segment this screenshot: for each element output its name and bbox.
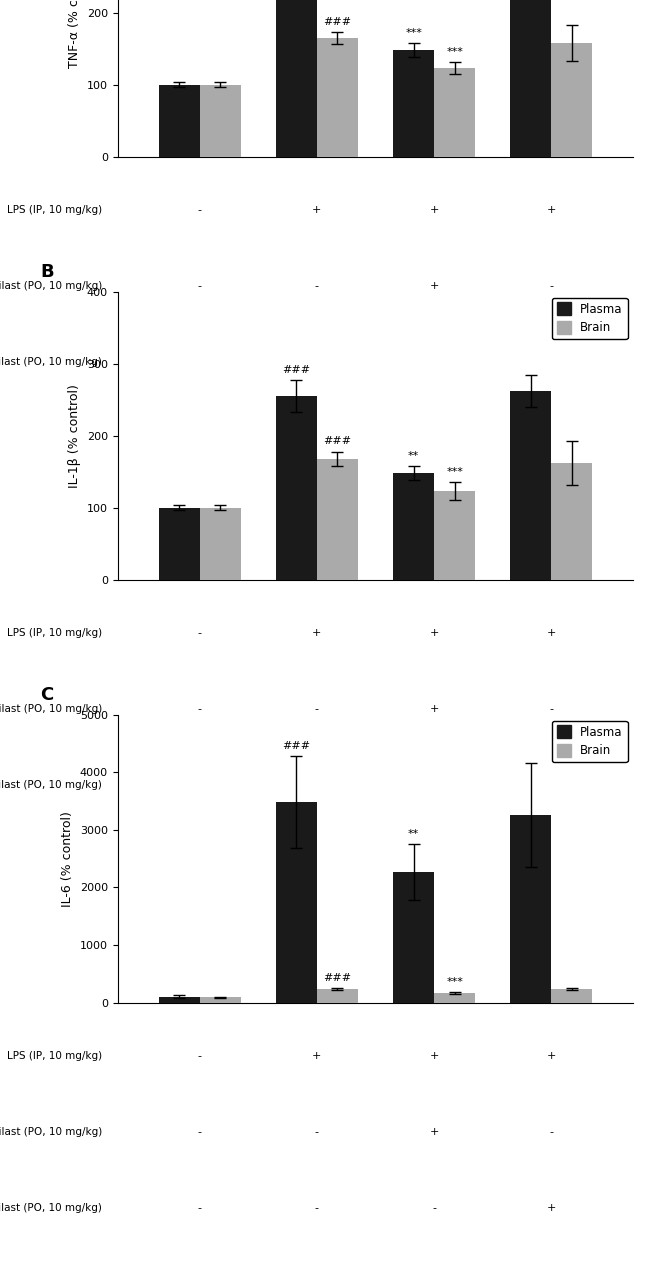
Text: **: ** bbox=[408, 829, 419, 839]
Text: Zatolmilast (PO, 10 mg/kg): Zatolmilast (PO, 10 mg/kg) bbox=[0, 357, 102, 367]
Bar bbox=[159, 508, 200, 580]
Text: -: - bbox=[315, 280, 319, 291]
Text: ***: *** bbox=[446, 467, 463, 477]
Text: Zatolmilast (PO, 10 mg/kg): Zatolmilast (PO, 10 mg/kg) bbox=[0, 1203, 102, 1213]
Text: -: - bbox=[198, 1203, 202, 1213]
Text: +: + bbox=[430, 1127, 439, 1137]
Text: -: - bbox=[432, 357, 436, 367]
Text: Roflumilast (PO, 10 mg/kg): Roflumilast (PO, 10 mg/kg) bbox=[0, 1127, 102, 1137]
Bar bbox=[317, 38, 358, 156]
Text: -: - bbox=[198, 704, 202, 714]
Y-axis label: IL-6 (% control): IL-6 (% control) bbox=[61, 811, 74, 906]
Bar bbox=[276, 802, 317, 1003]
Text: C: C bbox=[40, 687, 54, 704]
Text: -: - bbox=[198, 780, 202, 791]
Bar bbox=[200, 85, 241, 156]
Bar bbox=[434, 994, 475, 1003]
Bar bbox=[510, 391, 551, 580]
Bar bbox=[276, 0, 317, 156]
Text: +: + bbox=[430, 1051, 439, 1061]
Text: ***: *** bbox=[446, 47, 463, 57]
Text: -: - bbox=[432, 1203, 436, 1213]
Text: -: - bbox=[315, 1203, 319, 1213]
Text: LPS (IP, 10 mg/kg): LPS (IP, 10 mg/kg) bbox=[7, 1051, 102, 1061]
Text: +: + bbox=[430, 628, 439, 638]
Bar bbox=[200, 508, 241, 580]
Text: -: - bbox=[315, 1127, 319, 1137]
Text: ###: ### bbox=[323, 973, 351, 983]
Text: ###: ### bbox=[323, 437, 351, 447]
Text: -: - bbox=[198, 280, 202, 291]
Text: +: + bbox=[547, 780, 556, 791]
Bar bbox=[393, 473, 434, 580]
Text: -: - bbox=[315, 357, 319, 367]
Y-axis label: TNF-α (% control): TNF-α (% control) bbox=[68, 0, 81, 67]
Legend: Plasma, Brain: Plasma, Brain bbox=[552, 298, 628, 339]
Text: LPS (IP, 10 mg/kg): LPS (IP, 10 mg/kg) bbox=[7, 628, 102, 638]
Text: ###: ### bbox=[323, 16, 351, 27]
Text: Roflumilast (PO, 10 mg/kg): Roflumilast (PO, 10 mg/kg) bbox=[0, 704, 102, 714]
Text: B: B bbox=[40, 263, 54, 282]
Text: ***: *** bbox=[405, 28, 422, 38]
Bar bbox=[317, 458, 358, 580]
Bar bbox=[276, 396, 317, 580]
Y-axis label: IL-1β (% control): IL-1β (% control) bbox=[68, 383, 81, 487]
Text: +: + bbox=[547, 357, 556, 367]
Text: +: + bbox=[547, 1203, 556, 1213]
Bar bbox=[434, 491, 475, 580]
Text: LPS (IP, 10 mg/kg): LPS (IP, 10 mg/kg) bbox=[7, 204, 102, 214]
Text: -: - bbox=[198, 1127, 202, 1137]
Text: -: - bbox=[198, 628, 202, 638]
Bar bbox=[159, 996, 200, 1003]
Text: ###: ### bbox=[282, 741, 310, 751]
Text: ***: *** bbox=[446, 977, 463, 987]
Legend: Plasma, Brain: Plasma, Brain bbox=[552, 721, 628, 763]
Text: +: + bbox=[430, 204, 439, 214]
Text: -: - bbox=[432, 780, 436, 791]
Text: -: - bbox=[198, 1051, 202, 1061]
Text: -: - bbox=[315, 704, 319, 714]
Text: +: + bbox=[430, 704, 439, 714]
Text: +: + bbox=[547, 628, 556, 638]
Text: ###: ### bbox=[282, 365, 310, 376]
Text: -: - bbox=[198, 357, 202, 367]
Bar bbox=[551, 989, 592, 1003]
Text: **: ** bbox=[408, 450, 419, 461]
Text: +: + bbox=[312, 628, 321, 638]
Text: +: + bbox=[547, 1051, 556, 1061]
Text: -: - bbox=[198, 204, 202, 214]
Text: Zatolmilast (PO, 10 mg/kg): Zatolmilast (PO, 10 mg/kg) bbox=[0, 780, 102, 791]
Bar bbox=[159, 85, 200, 156]
Bar bbox=[510, 0, 551, 156]
Text: Roflumilast (PO, 10 mg/kg): Roflumilast (PO, 10 mg/kg) bbox=[0, 280, 102, 291]
Bar bbox=[510, 815, 551, 1003]
Bar bbox=[393, 872, 434, 1003]
Text: -: - bbox=[549, 280, 553, 291]
Bar bbox=[551, 43, 592, 156]
Text: +: + bbox=[312, 1051, 321, 1061]
Text: -: - bbox=[549, 704, 553, 714]
Text: +: + bbox=[430, 280, 439, 291]
Text: -: - bbox=[549, 1127, 553, 1137]
Text: +: + bbox=[312, 204, 321, 214]
Text: -: - bbox=[315, 780, 319, 791]
Bar bbox=[551, 463, 592, 580]
Text: +: + bbox=[547, 204, 556, 214]
Bar bbox=[393, 49, 434, 156]
Bar bbox=[317, 990, 358, 1003]
Bar bbox=[434, 69, 475, 156]
Bar bbox=[200, 997, 241, 1003]
